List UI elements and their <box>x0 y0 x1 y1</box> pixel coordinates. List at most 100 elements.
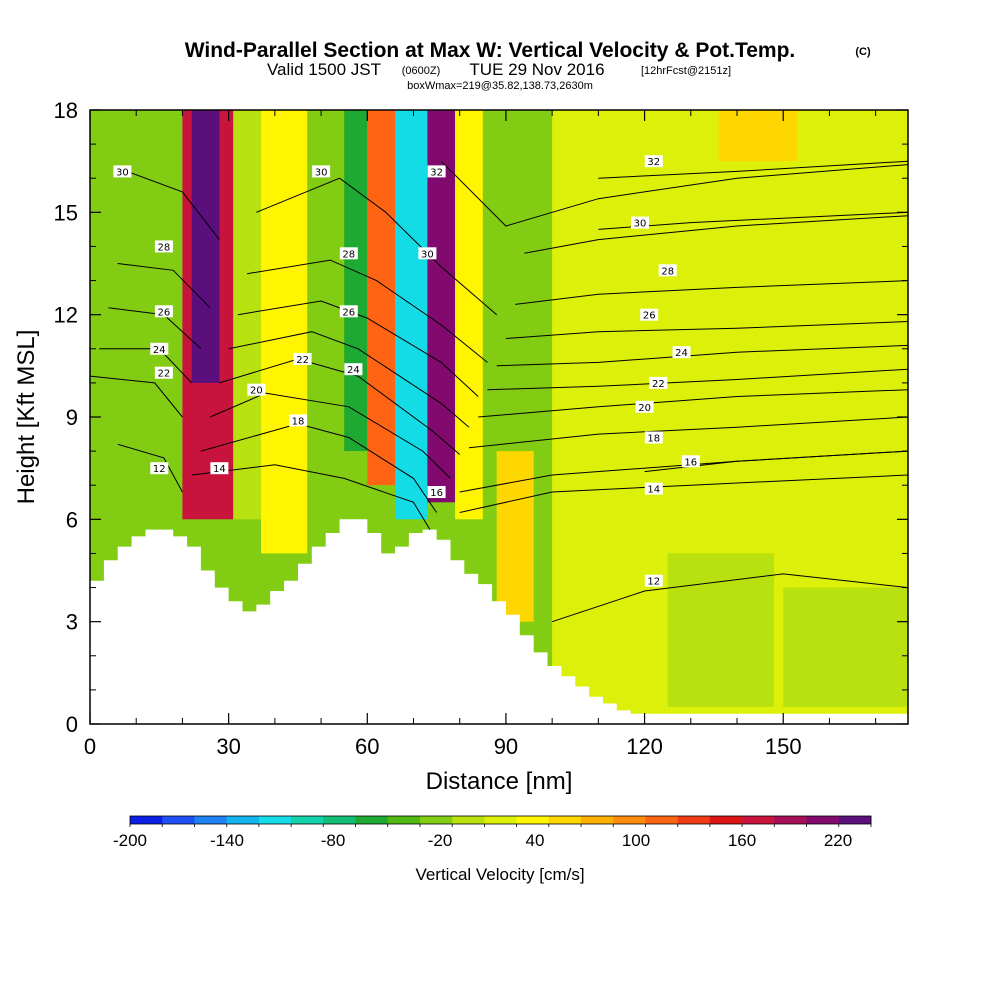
x-tick-label-4: 120 <box>626 734 663 759</box>
svg-text:18: 18 <box>292 416 305 427</box>
svg-text:20: 20 <box>638 403 651 414</box>
terrain-mask <box>90 519 908 724</box>
title-mark: (C) <box>855 46 871 58</box>
contour-label-14-2: 14 <box>644 482 663 496</box>
svg-text:26: 26 <box>342 307 355 318</box>
subtitle-forecast: [12hrFcst@2151z] <box>641 65 731 77</box>
x-tick-label-1: 30 <box>216 734 240 759</box>
svg-text:28: 28 <box>342 249 355 260</box>
theta-contour-14-2 <box>459 474 908 513</box>
svg-text:32: 32 <box>647 157 660 168</box>
velocity-cell-4 <box>233 110 261 520</box>
colorbar-tick-label-2: -80 <box>321 831 346 850</box>
velocity-cell-15 <box>783 587 908 707</box>
colorbar-label: Vertical Velocity [cm/s] <box>415 865 584 884</box>
theta-contour-12-0 <box>117 443 183 493</box>
theta-contour-18-7 <box>468 416 908 449</box>
colorbar-tick-label-0: -200 <box>113 831 147 850</box>
contour-label-30-24: 30 <box>418 247 437 260</box>
contour-label-18-7: 18 <box>644 431 663 445</box>
theta-contour-26-18 <box>505 321 908 339</box>
colorbar-tick-label-4: 40 <box>526 831 545 850</box>
contour-label-30-25: 30 <box>631 216 649 230</box>
svg-text:14: 14 <box>647 485 660 496</box>
theta-contours <box>90 160 908 623</box>
contour-label-32-26: 32 <box>427 165 446 178</box>
theta-contour-12-3 <box>551 573 908 623</box>
colorbar-swatch-16 <box>645 816 679 824</box>
colorbar-swatch-21 <box>806 816 840 824</box>
contour-label-22-10: 22 <box>154 366 173 380</box>
svg-text:28: 28 <box>661 266 674 277</box>
chart-title: Wind-Parallel Section at Max W: Vertical… <box>185 39 796 62</box>
svg-text:16: 16 <box>430 488 443 499</box>
subtitle-valid: Valid 1500 JST <box>267 60 381 79</box>
y-axis-label: Height [Kft MSL] <box>13 330 40 505</box>
colorbar-swatch-0 <box>130 816 163 824</box>
svg-text:32: 32 <box>430 167 443 178</box>
theta-contour-28-20 <box>247 259 488 363</box>
velocity-cell-3 <box>191 110 220 383</box>
theta-contour-30-23 <box>256 177 498 316</box>
svg-text:30: 30 <box>315 167 328 178</box>
colorbar-tick-label-1: -140 <box>210 831 244 850</box>
svg-text:30: 30 <box>634 219 647 230</box>
svg-text:18: 18 <box>647 434 660 445</box>
theta-contour-28-19 <box>117 263 211 309</box>
theta-contour-14-1 <box>191 464 433 534</box>
theta-contour-16-5 <box>644 450 908 473</box>
x-tick-label-3: 90 <box>494 734 518 759</box>
x-axis-label: Distance [nm] <box>426 768 573 795</box>
contour-label-24-13: 24 <box>150 342 169 356</box>
contour-label-32-27: 32 <box>644 155 663 168</box>
y-tick-label-1: 3 <box>66 610 78 635</box>
colorbar-ticks: -200 -140 -80 -20 40 100 160 220 <box>113 831 852 850</box>
velocity-cell-11 <box>455 110 483 520</box>
contour-label-20-9: 20 <box>635 400 654 414</box>
colorbar-tick-label-6: 160 <box>728 831 756 850</box>
svg-text:24: 24 <box>347 365 360 376</box>
theta-contour-22-12 <box>487 368 908 391</box>
velocity-cell-5 <box>261 110 308 554</box>
svg-text:28: 28 <box>158 242 171 253</box>
theta-contour-26-17 <box>237 300 479 397</box>
colorbar-swatch-1 <box>162 816 195 824</box>
contour-label-28-19: 28 <box>154 240 173 253</box>
colorbar-swatch-2 <box>194 816 227 824</box>
contour-label-16-5: 16 <box>681 455 700 468</box>
velocity-cell-9 <box>395 110 428 520</box>
contour-label-26-16: 26 <box>154 305 173 318</box>
contour-label-26-17: 26 <box>339 305 358 318</box>
velocity-cell-14 <box>667 553 774 707</box>
theta-contour-30-24 <box>524 215 908 254</box>
chart-subtitle: Valid 1500 JST (0600Z) TUE 29 Nov 2016 [… <box>267 60 731 92</box>
theta-contour-22-10 <box>90 375 183 418</box>
colorbar-swatch-4 <box>258 816 292 824</box>
svg-text:14: 14 <box>213 464 226 475</box>
colorbar-swatch-9 <box>420 816 453 824</box>
theta-contour-18-6 <box>200 423 438 513</box>
theta-contour-24-14 <box>228 331 470 428</box>
colorbar-swatch-6 <box>323 816 356 824</box>
colorbar-swatch-19 <box>742 816 775 824</box>
theta-contour-32-27 <box>598 160 908 179</box>
contour-label-28-20: 28 <box>339 247 358 260</box>
contour-label-14-1: 14 <box>210 462 229 475</box>
contour-label-12-0: 12 <box>150 462 169 475</box>
velocity-cell-16 <box>829 110 908 554</box>
y-tick-label-5: 15 <box>54 200 78 225</box>
svg-text:12: 12 <box>153 464 166 475</box>
contour-label-24-15: 24 <box>672 346 691 359</box>
colorbar-swatch-14 <box>581 816 614 824</box>
y-tick-label-4: 12 <box>54 303 78 328</box>
colorbar-frame <box>129 815 872 825</box>
theta-contour-24-15 <box>496 344 908 367</box>
y-axis: 0 3 6 9 12 15 18 <box>54 98 908 737</box>
svg-text:22: 22 <box>296 355 309 366</box>
contour-label-24-14: 24 <box>344 363 363 376</box>
y-tick-label-6: 18 <box>54 98 78 123</box>
svg-text:30: 30 <box>116 167 129 178</box>
colorbar-swatch-20 <box>774 816 807 824</box>
colorbar-tick-label-3: -20 <box>428 831 453 850</box>
